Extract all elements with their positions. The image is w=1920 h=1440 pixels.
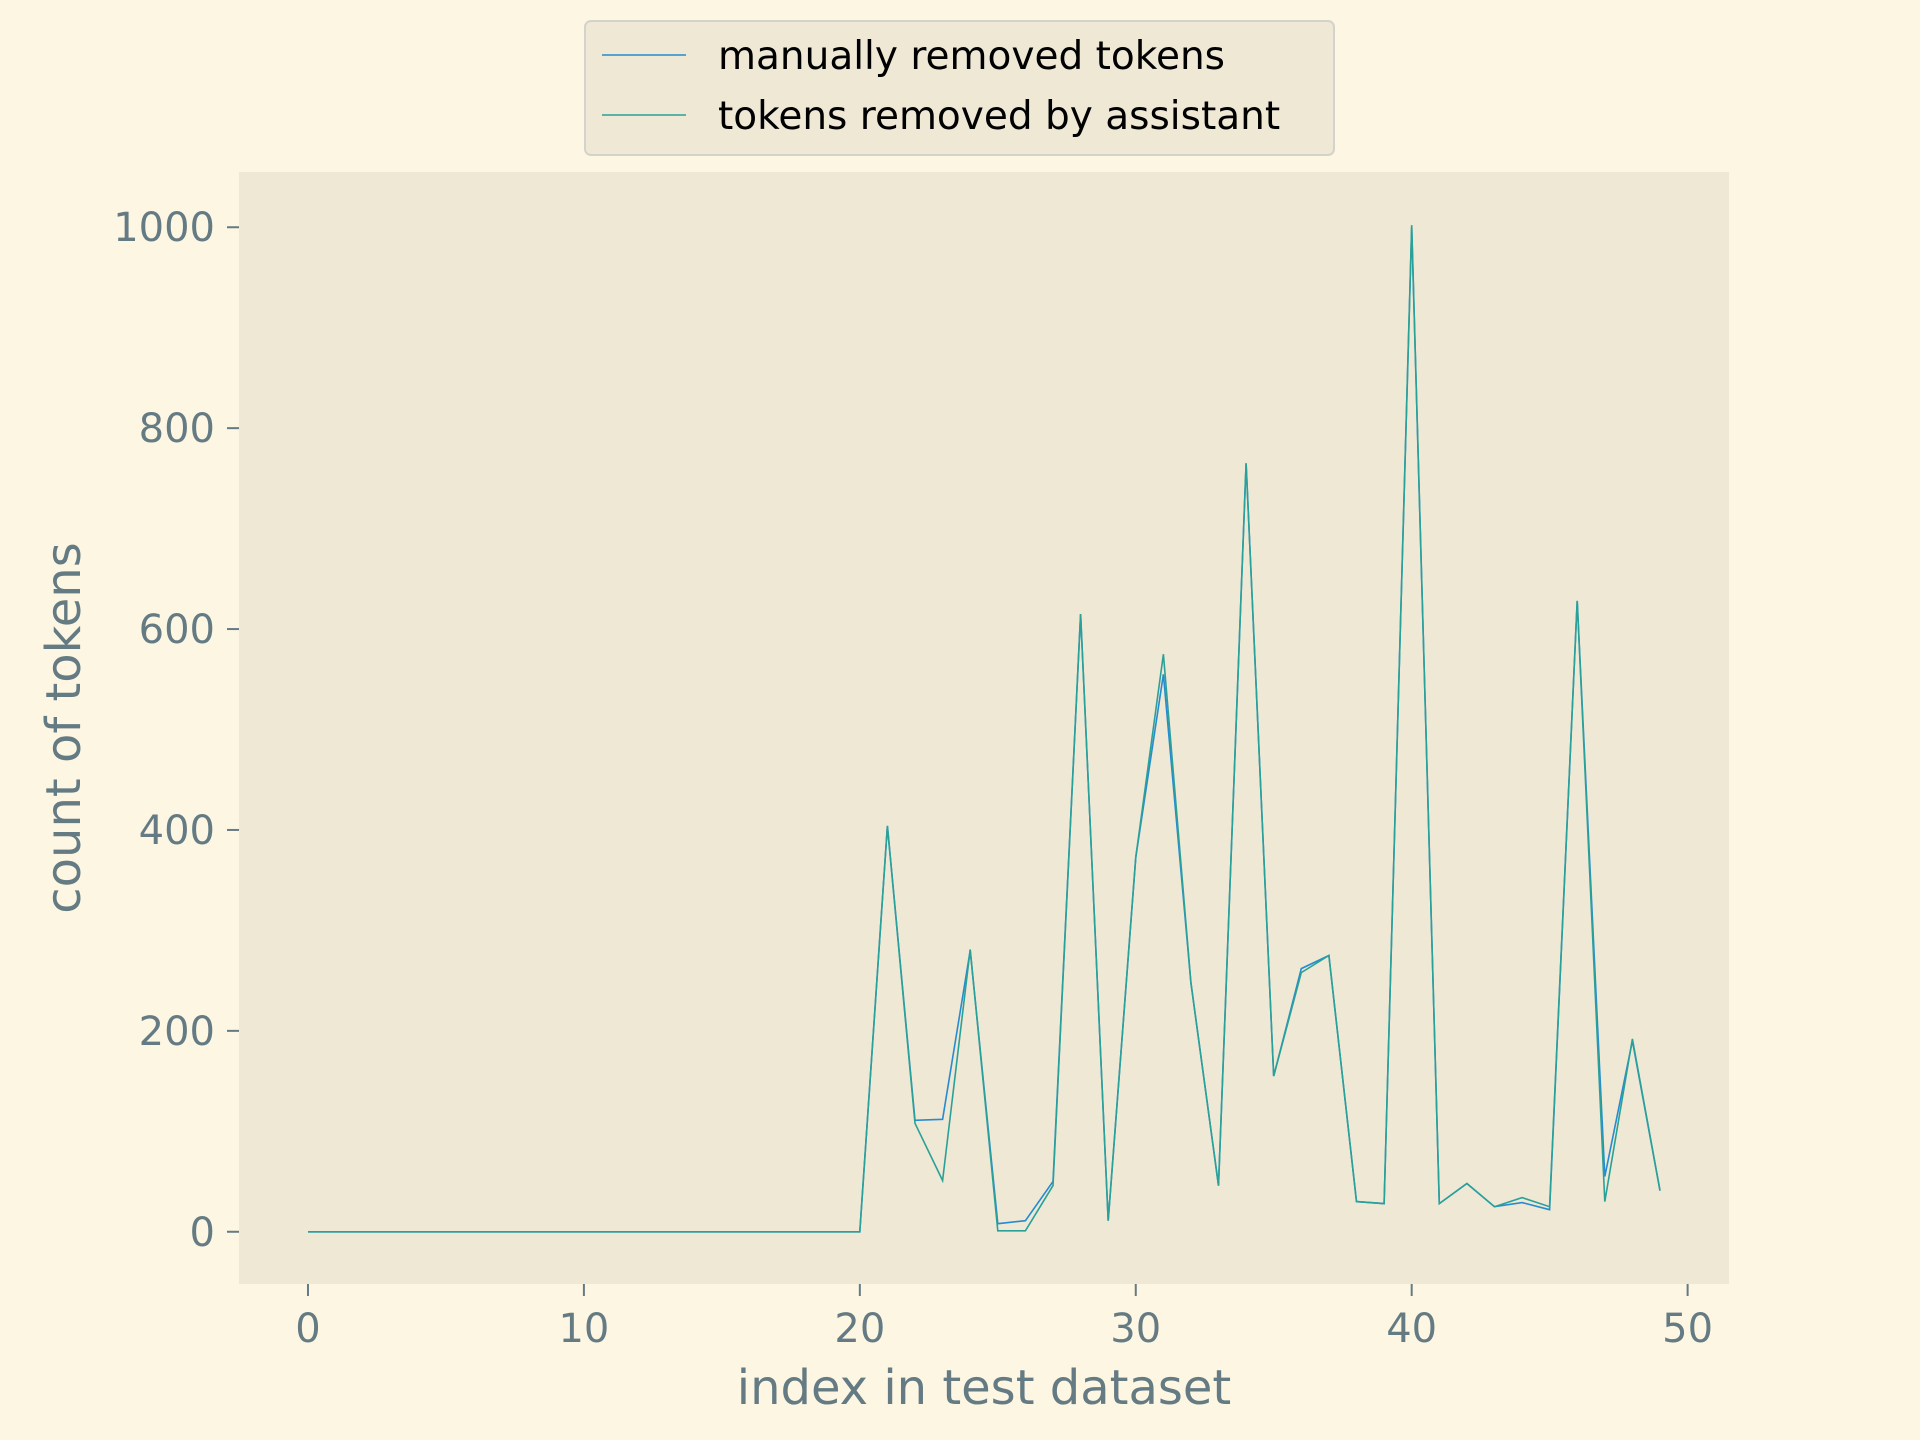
x-tick-label: 50 [1662, 1306, 1713, 1352]
x-tick-label: 40 [1386, 1306, 1437, 1352]
x-tick-label: 20 [834, 1306, 885, 1352]
y-tick-label: 1000 [113, 205, 215, 251]
plot-area [239, 172, 1729, 1284]
y-tick-label: 200 [139, 1009, 215, 1055]
legend-label-assistant: tokens removed by assistant [718, 94, 1280, 139]
x-tick-label: 10 [558, 1306, 609, 1352]
x-axis: 0 10 20 30 40 50 [295, 1284, 1713, 1352]
y-tick-label: 600 [139, 607, 215, 653]
x-tick-label: 30 [1110, 1306, 1161, 1352]
legend-box [584, 20, 1335, 156]
legend-label-manual: manually removed tokens [718, 34, 1225, 79]
legend: manually removed tokens tokens removed b… [584, 20, 1335, 156]
series-line-assistant [308, 225, 1661, 1233]
y-tick-label: 400 [139, 808, 215, 854]
x-tick-label: 0 [295, 1306, 320, 1352]
y-tick-label: 0 [190, 1210, 215, 1256]
y-tick-label: 800 [139, 406, 215, 452]
y-axis: 0 200 400 600 800 1000 [113, 205, 239, 1256]
x-axis-label: index in test dataset [737, 1360, 1232, 1416]
y-axis-label: count of tokens [36, 542, 92, 913]
series-layer [308, 225, 1661, 1233]
